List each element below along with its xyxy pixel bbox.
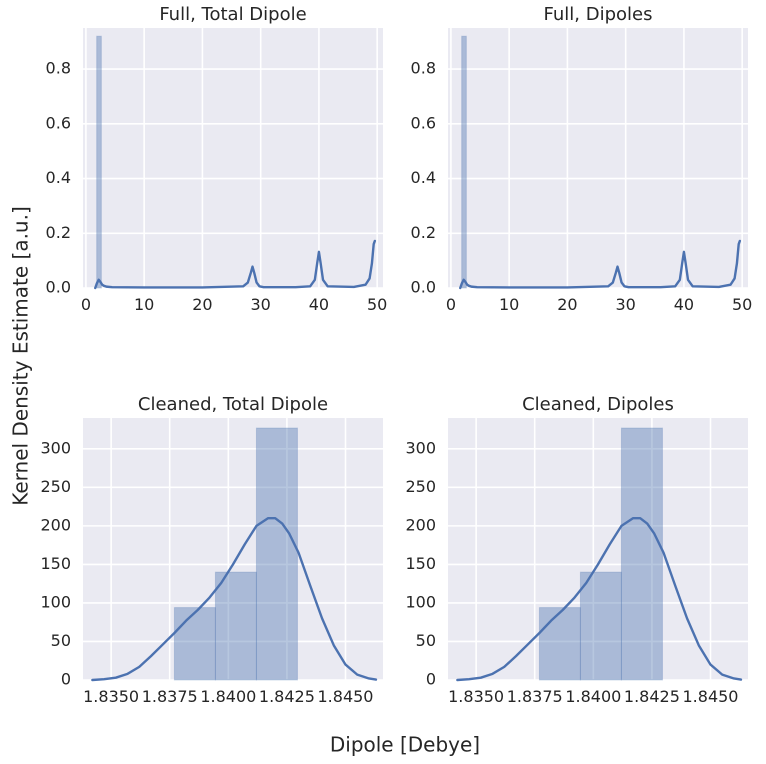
y-tick-label: 0 — [426, 670, 436, 689]
x-tick-label: 1.8350 — [448, 687, 504, 706]
panel-title: Cleaned, Dipoles — [522, 394, 674, 415]
y-tick-label: 0.0 — [46, 278, 71, 297]
histogram-bar — [579, 571, 622, 681]
x-tick-label: 30 — [615, 295, 635, 314]
x-tick-label: 1.8425 — [624, 687, 680, 706]
figure-xlabel: Dipole [Debye] — [330, 733, 480, 757]
x-tick-label: 50 — [367, 295, 387, 314]
x-tick-label: 30 — [250, 295, 270, 314]
plot-background — [83, 28, 383, 288]
x-tick-label: 50 — [732, 295, 752, 314]
y-tick-label: 250 — [405, 477, 436, 496]
panels: 0 10 20 30 40 50 0.0 0.2 0.4 0.6 0.8 Full, Total Di… — [40, 4, 752, 706]
x-tick-label: 1.8375 — [507, 687, 563, 706]
panel-4: 1.8350 1.8375 1.8400 1.8425 1.8450 0 50 100 150 2… — [405, 394, 748, 706]
x-tick-label: 0 — [81, 295, 91, 314]
y-tick-label: 100 — [405, 592, 436, 611]
y-tick-label: 0.8 — [411, 59, 436, 78]
plot-background — [83, 418, 383, 680]
y-tick-label: 300 — [40, 438, 71, 457]
y-tick-label: 0.4 — [46, 168, 71, 187]
histogram-bar — [255, 427, 298, 681]
x-tick-label: 1.8375 — [142, 687, 198, 706]
y-tick-label: 0.0 — [411, 278, 436, 297]
x-tick-label: 0 — [446, 295, 456, 314]
histogram-bar — [173, 607, 216, 681]
y-tick-label: 0.8 — [46, 59, 71, 78]
x-tick-label: 10 — [499, 295, 519, 314]
x-tick-label: 1.8350 — [83, 687, 139, 706]
panel-title: Full, Dipoles — [544, 4, 653, 25]
kde-line — [94, 239, 377, 290]
x-tick-label: 20 — [192, 295, 212, 314]
figure-ylabel: Kernel Density Estimate [a.u.] — [9, 206, 33, 506]
panel-title: Cleaned, Total Dipole — [138, 394, 328, 415]
x-tick-label: 10 — [134, 295, 154, 314]
histogram-bar — [461, 35, 467, 289]
y-tick-label: 0.4 — [411, 168, 436, 187]
y-tick-label: 250 — [40, 477, 71, 496]
x-tick-label: 1.8425 — [259, 687, 315, 706]
kde-line — [456, 516, 743, 682]
x-tick-label: 40 — [309, 295, 329, 314]
kde-line — [91, 516, 378, 682]
y-tick-label: 0.6 — [46, 113, 71, 132]
y-tick-label: 150 — [405, 554, 436, 573]
histogram-bar — [620, 427, 663, 681]
panel-2: 0 10 20 30 40 50 0.0 0.2 0.4 0.6 0.8 Full, Dipoles — [411, 4, 753, 314]
y-tick-label: 200 — [40, 515, 71, 534]
y-tick-label: 0.6 — [411, 113, 436, 132]
y-tick-label: 300 — [405, 438, 436, 457]
y-tick-label: 150 — [40, 554, 71, 573]
kde-line — [459, 239, 742, 290]
histogram-bar — [538, 607, 581, 681]
panel-3: 1.8350 1.8375 1.8400 1.8425 1.8450 0 50 100 150 2… — [40, 394, 383, 706]
y-tick-label: 100 — [40, 592, 71, 611]
y-tick-label: 50 — [51, 631, 71, 650]
panel-1: 0 10 20 30 40 50 0.0 0.2 0.4 0.6 0.8 Full, Total Di… — [46, 4, 388, 314]
histogram-bar — [214, 571, 257, 681]
panel-title: Full, Total Dipole — [159, 4, 306, 25]
y-tick-label: 0.2 — [46, 223, 71, 242]
y-tick-label: 50 — [416, 631, 436, 650]
y-tick-label: 200 — [405, 515, 436, 534]
x-tick-label: 1.8450 — [683, 687, 739, 706]
y-tick-label: 0 — [61, 670, 71, 689]
y-tick-label: 0.2 — [411, 223, 436, 242]
x-tick-label: 1.8450 — [318, 687, 374, 706]
x-tick-label: 1.8400 — [200, 687, 256, 706]
plot-background — [448, 418, 748, 680]
plot-background — [448, 28, 748, 288]
histogram-bar — [96, 35, 102, 289]
x-tick-label: 40 — [674, 295, 694, 314]
x-tick-label: 1.8400 — [565, 687, 621, 706]
x-tick-label: 20 — [557, 295, 577, 314]
